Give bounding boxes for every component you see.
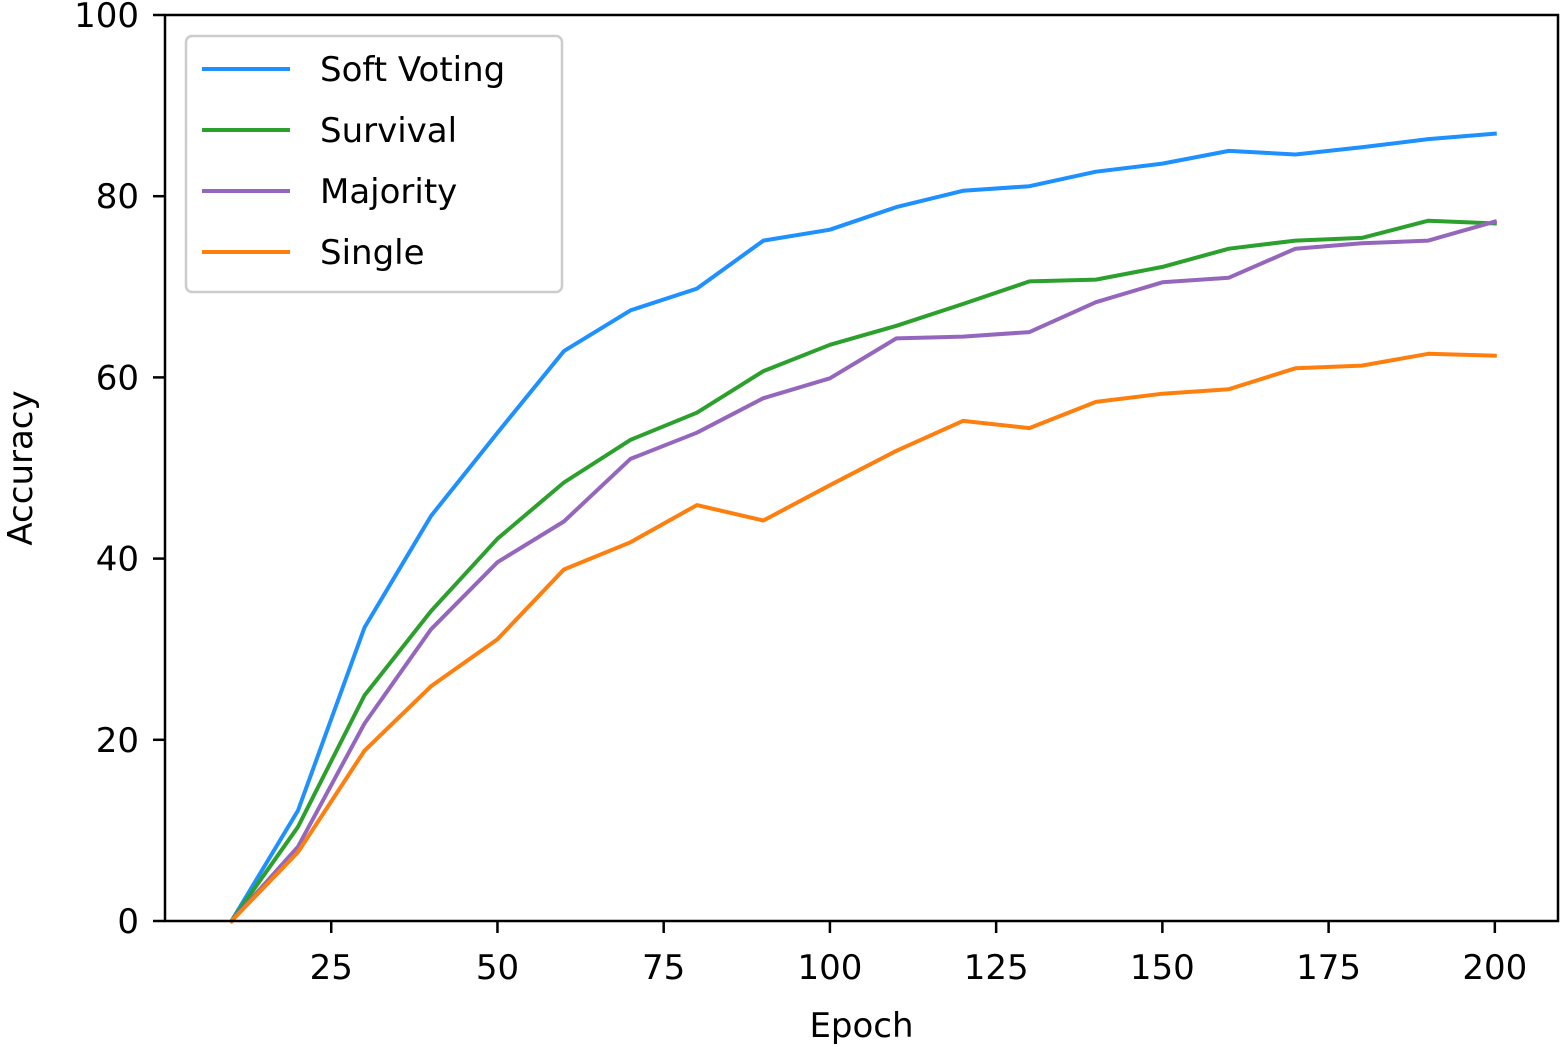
legend-label: Soft Voting xyxy=(320,50,505,90)
x-tick-label: 175 xyxy=(1296,948,1361,988)
legend-box xyxy=(184,34,564,294)
series-line-1 xyxy=(228,218,1497,924)
legend: Soft Voting Survival Majority Single xyxy=(184,34,564,294)
legend-label: Survival xyxy=(320,111,457,151)
series-line-0 xyxy=(228,131,1497,924)
y-axis: 0 20 40 60 80 100 xyxy=(74,0,165,942)
series-layer xyxy=(228,131,1498,924)
series-line-3 xyxy=(228,351,1497,924)
series-line-2 xyxy=(228,219,1498,924)
y-tick-label: 20 xyxy=(96,721,139,761)
x-tick-label: 25 xyxy=(310,948,353,988)
x-tick-label: 50 xyxy=(476,948,519,988)
x-tick-label: 75 xyxy=(642,948,685,988)
y-tick-label: 40 xyxy=(96,540,139,580)
x-tick-label: 100 xyxy=(797,948,862,988)
x-axis: 25 50 75 100 125 150 175 200 xyxy=(310,921,1527,988)
x-tick-label: 125 xyxy=(964,948,1029,988)
y-tick-label: 80 xyxy=(96,177,139,217)
legend-label: Single xyxy=(320,233,425,273)
legend-label: Majority xyxy=(320,172,457,212)
plot-frame xyxy=(163,13,1560,923)
x-tick-label: 150 xyxy=(1130,948,1195,988)
y-axis-title: Accuracy xyxy=(1,390,41,545)
x-tick-label: 200 xyxy=(1462,948,1527,988)
x-axis-title: Epoch xyxy=(809,1006,913,1046)
y-tick-label: 60 xyxy=(96,358,139,398)
y-tick-label: 100 xyxy=(74,0,139,36)
y-tick-label: 0 xyxy=(117,902,139,942)
